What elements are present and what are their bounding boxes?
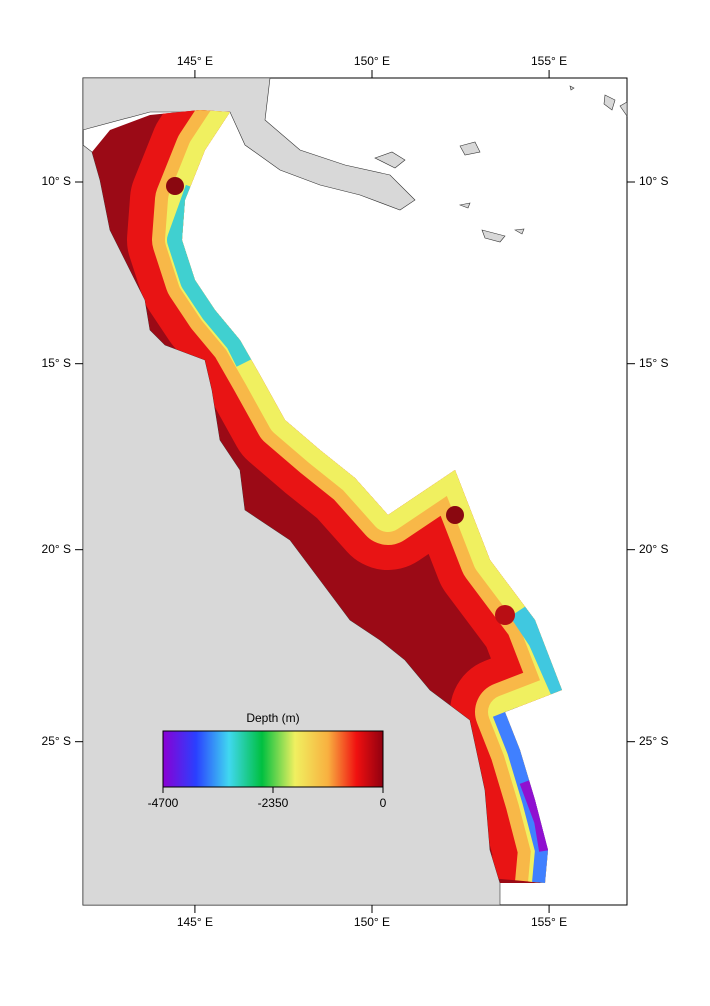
colorbar-tick-label: -4700: [148, 796, 179, 810]
colorbar-title: Depth (m): [246, 711, 299, 725]
colorbar-tick-label: -2350: [258, 796, 289, 810]
reef-spot: [166, 177, 184, 195]
lat-label-right: 20° S: [639, 542, 668, 556]
islands: [374, 85, 628, 243]
reef-spot: [446, 506, 464, 524]
lat-label-right: 25° S: [639, 734, 668, 748]
lat-label-right: 10° S: [639, 174, 668, 188]
lat-label-right: 15° S: [639, 356, 668, 370]
colorbar-ramp: [162, 730, 384, 788]
new-guinea-land: [82, 77, 416, 211]
lon-label-top: 145° E: [177, 54, 213, 68]
lon-label-top: 150° E: [354, 54, 390, 68]
lon-label-bottom: 145° E: [177, 915, 213, 929]
lat-label-left: 15° S: [42, 356, 71, 370]
lon-label-top: 155° E: [531, 54, 567, 68]
lat-label-left: 20° S: [42, 542, 71, 556]
deep-band-cyan-south: [510, 603, 562, 695]
colorbar: Depth (m) -4700 -2350 0: [148, 711, 387, 810]
lat-label-left: 25° S: [42, 734, 71, 748]
reef-spot: [495, 605, 515, 625]
lat-label-left: 10° S: [42, 174, 71, 188]
lon-label-bottom: 155° E: [531, 915, 567, 929]
colorbar-tick-label: 0: [380, 796, 387, 810]
lon-label-bottom: 150° E: [354, 915, 390, 929]
